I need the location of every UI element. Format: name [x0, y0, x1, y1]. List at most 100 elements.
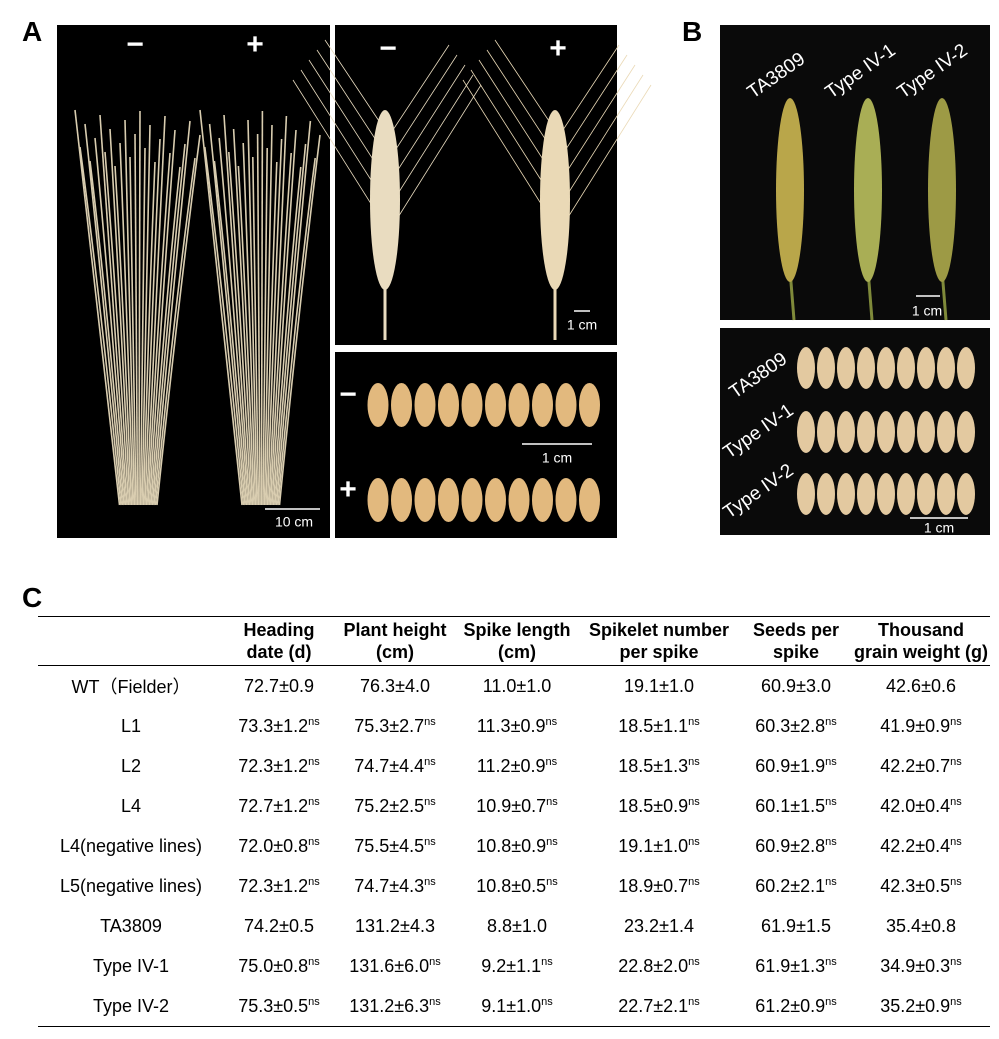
stem [119, 142, 134, 506]
cell-value: 75.2±2.5 [354, 795, 425, 816]
table-row: L4 72.7±1.2ns 75.2±2.5ns 10.9±0.7ns 18.5±0.9… [38, 786, 990, 826]
cell-value: 73.3±1.2 [238, 715, 309, 736]
cell-value: 42.2±0.4 [880, 835, 951, 856]
table-cell: 41.9±0.9ns [852, 706, 990, 746]
significance: ns [541, 995, 553, 1008]
table-cell: 19.1±1.0 [578, 666, 740, 707]
stem [268, 115, 288, 506]
cell-value: 60.9±1.9 [755, 755, 826, 776]
stem [213, 160, 248, 506]
table-cell: 131.2±6.3ns [334, 986, 456, 1027]
significance: ns [825, 835, 837, 848]
significance: ns [541, 955, 553, 968]
stem [228, 151, 252, 506]
seed [532, 383, 553, 427]
table-cell: 75.5±4.5ns [334, 826, 456, 866]
cell-value: 72.3±1.2 [238, 875, 309, 896]
scale-label: 1 cm [912, 303, 942, 319]
awn [300, 69, 386, 203]
seed [367, 478, 389, 522]
significance: ns [424, 875, 436, 888]
awn [494, 39, 556, 131]
table-cell: 73.3±1.2ns [224, 706, 334, 746]
stem [138, 110, 141, 506]
column-header: Spike length (cm) [456, 616, 578, 666]
cell-value: 19.1±1.0 [624, 675, 694, 696]
cell-value: 60.3±2.8 [755, 715, 826, 736]
seed [957, 411, 975, 453]
table-cell: 9.2±1.1ns [456, 946, 578, 986]
cell-value: 18.5±1.1 [618, 715, 689, 736]
seed [937, 411, 955, 453]
cell-value: 35.2±0.9 [880, 995, 951, 1016]
significance: ns [950, 955, 962, 968]
table-cell: 60.2±2.1ns [740, 866, 852, 906]
scale-label: 1 cm [924, 520, 954, 536]
stem [142, 161, 156, 506]
stem [144, 138, 161, 506]
table-cell: 75.3±2.7ns [334, 706, 456, 746]
awn [384, 54, 458, 167]
cell-value: 8.8±1.0 [487, 915, 547, 936]
significance: ns [825, 995, 837, 1008]
stem [79, 146, 122, 506]
stem [124, 119, 136, 506]
seed [797, 473, 815, 515]
seed [508, 478, 530, 522]
table-cell: 131.2±4.3 [334, 906, 456, 946]
seed [438, 478, 459, 522]
stem [154, 157, 196, 506]
spike [854, 98, 882, 282]
cell-value: 35.4±0.8 [886, 915, 956, 936]
seed [897, 473, 915, 515]
header-line: Spike length [463, 620, 571, 640]
table-cell: 11.2±0.9ns [456, 746, 578, 786]
cell-value: 42.0±0.4 [880, 795, 951, 816]
stem [89, 160, 125, 506]
table-cell: 22.7±2.1ns [578, 986, 740, 1027]
row-label: L4(negative lines) [59, 835, 203, 856]
stem [145, 115, 166, 506]
awn [384, 64, 466, 191]
seed [414, 478, 436, 522]
seed [532, 478, 553, 522]
cell-value: 72.3±1.2 [238, 755, 309, 776]
significance: ns [950, 835, 962, 848]
table-cell: 60.1±1.5ns [740, 786, 852, 826]
table-cell: 72.3±1.2ns [224, 866, 334, 906]
cell-value: 22.8±2.0 [618, 955, 689, 976]
cell-value: 74.7±4.4 [354, 755, 425, 776]
stem [232, 128, 254, 506]
header-row: Heading date (d) Plant height (cm) Spike len… [38, 616, 990, 666]
table-cell: 131.6±6.0ns [334, 946, 456, 986]
table-row: L1 73.3±1.2ns 75.3±2.7ns 11.3±0.9ns 18.5±1.1… [38, 706, 990, 746]
seed [937, 347, 955, 389]
scale-label: 1 cm [567, 317, 597, 333]
row-label: L1 [120, 715, 142, 736]
significance: ns [424, 715, 436, 728]
seed [461, 478, 483, 522]
significance: ns [308, 995, 320, 1008]
stem [84, 123, 124, 506]
table-cell: 35.4±0.8 [852, 906, 990, 946]
cell-value: 9.1±1.0 [481, 995, 542, 1016]
table-row: L2 72.3±1.2ns 74.7±4.4ns 11.2±0.9ns 18.5±1.3… [38, 746, 990, 786]
table-cell: 35.2±0.9ns [852, 986, 990, 1027]
table-cell: 19.1±1.0ns [578, 826, 740, 866]
stem [272, 166, 302, 506]
cell-value: 72.7±0.9 [244, 675, 314, 696]
cell-value: 61.9±1.5 [761, 915, 831, 936]
seed [837, 473, 855, 515]
row-label: Type IV-2 [92, 995, 170, 1016]
cell-value: 72.0±0.8 [238, 835, 309, 856]
plant-photo [57, 25, 330, 538]
seed [579, 383, 600, 427]
stem [199, 109, 243, 506]
stem [114, 165, 133, 506]
seed [555, 383, 577, 427]
seed [797, 411, 815, 453]
significance: ns [429, 955, 441, 968]
table-cell: 42.2±0.7ns [852, 746, 990, 786]
seed [917, 411, 935, 453]
significance: ns [825, 875, 837, 888]
